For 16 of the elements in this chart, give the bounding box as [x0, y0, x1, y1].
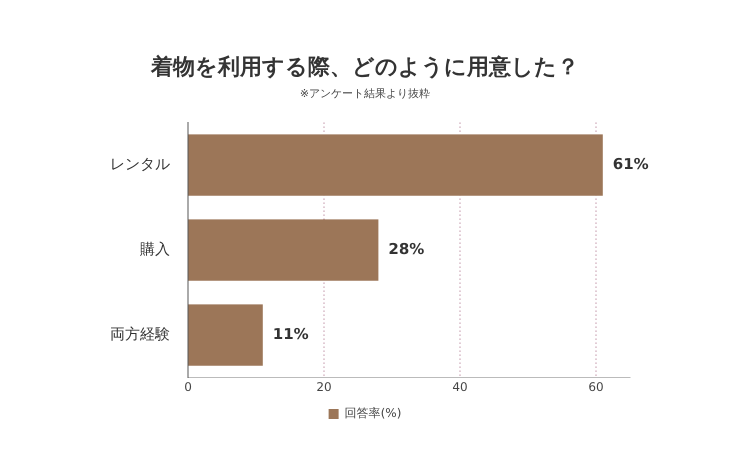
bar — [188, 219, 378, 281]
legend-label: 回答率(%) — [344, 406, 402, 420]
y-tick-label: レンタル — [110, 154, 170, 173]
bar — [188, 134, 603, 196]
y-tick-label: 購入 — [140, 240, 170, 258]
x-tick-label: 0 — [184, 380, 192, 394]
chart-title: 着物を利用する際、どのように用意した？ — [150, 54, 579, 80]
data-label: 11% — [272, 324, 309, 343]
y-tick-label: 両方経験 — [110, 324, 170, 343]
data-label: 61% — [612, 154, 649, 173]
data-label: 28% — [388, 240, 424, 258]
x-tick-label: 60 — [588, 380, 604, 394]
chart-subtitle: ※アンケート結果より抜粋 — [300, 86, 430, 100]
x-tick-label: 40 — [452, 380, 468, 394]
bar — [188, 304, 263, 366]
x-tick-label: 20 — [316, 380, 332, 394]
